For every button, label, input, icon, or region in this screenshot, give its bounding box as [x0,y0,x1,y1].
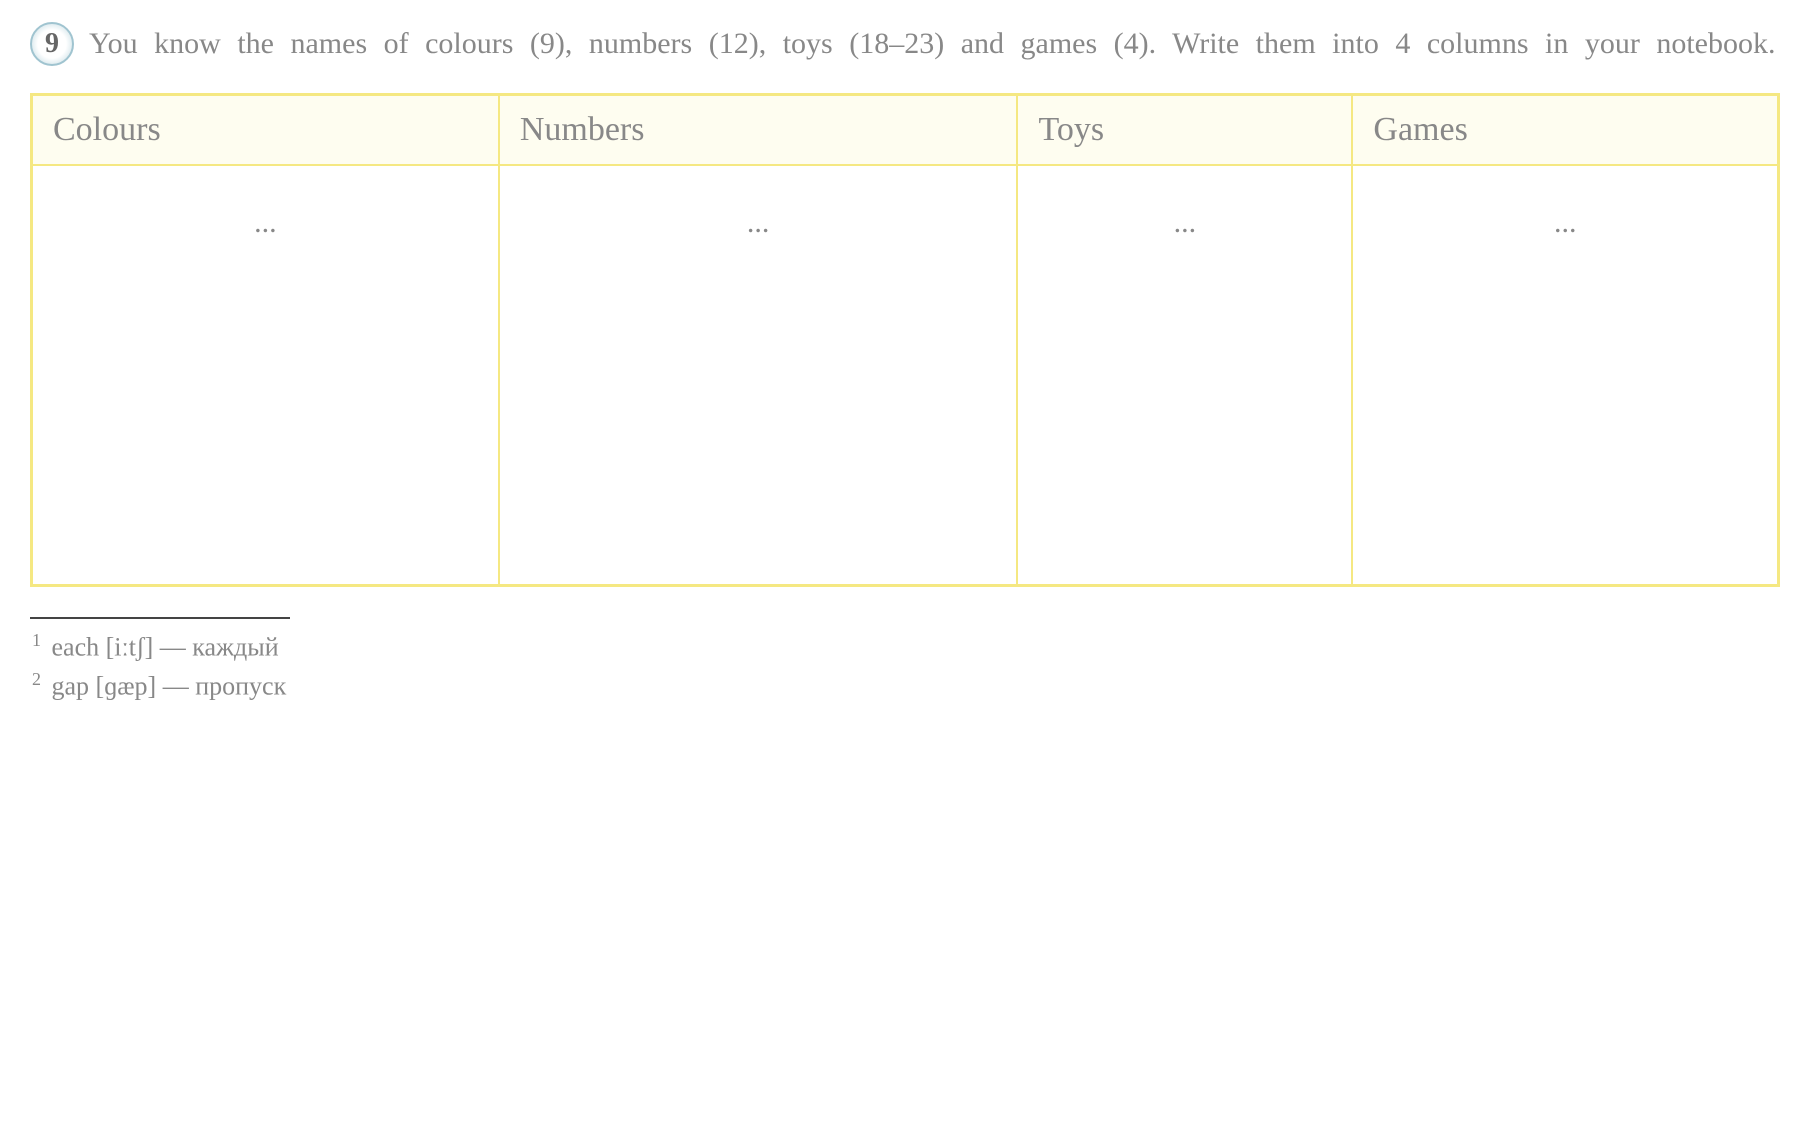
table-cell-numbers: ... [499,165,1018,585]
footnote-divider [30,617,290,619]
footnote-translation: каждый [192,632,278,661]
table-header-row: Colours Numbers Toys Games [32,95,1779,166]
exercise-header: 9 You know the names of colours (9), num… [30,20,1780,68]
cell-ellipsis: ... [520,206,997,240]
footnote-separator: — [160,632,186,661]
table-cell-games: ... [1352,165,1778,585]
footnote-1: 1 each [iːtʃ] — каждый [32,627,1780,667]
column-header-games: Games [1352,95,1778,166]
footnote-phonetic: [ɡæp] [96,672,157,701]
table-cell-colours: ... [32,165,499,585]
footnote-phonetic: [iːtʃ] [106,632,154,661]
footnote-number: 1 [32,630,41,650]
footnote-2: 2 gap [ɡæp] — пропуск [32,666,1780,706]
exercise-number-badge: 9 [30,22,74,66]
column-header-colours: Colours [32,95,499,166]
table-row: ... ... ... ... [32,165,1779,585]
cell-ellipsis: ... [1373,206,1757,240]
cell-ellipsis: ... [53,206,478,240]
exercise-instruction: You know the names of colours (9), numbe… [89,20,1780,68]
word-table: Colours Numbers Toys Games ... ... ... .… [30,93,1780,587]
footnote-word: each [52,632,100,661]
footnote-number: 2 [32,669,41,689]
column-header-toys: Toys [1017,95,1352,166]
table-cell-toys: ... [1017,165,1352,585]
footnote-word: gap [52,672,90,701]
footnote-separator: — [163,672,189,701]
footnote-translation: пропуск [195,672,286,701]
exercise-number-text: 9 [45,28,59,60]
cell-ellipsis: ... [1038,206,1331,240]
word-table-container: Colours Numbers Toys Games ... ... ... .… [30,93,1780,587]
column-header-numbers: Numbers [499,95,1018,166]
